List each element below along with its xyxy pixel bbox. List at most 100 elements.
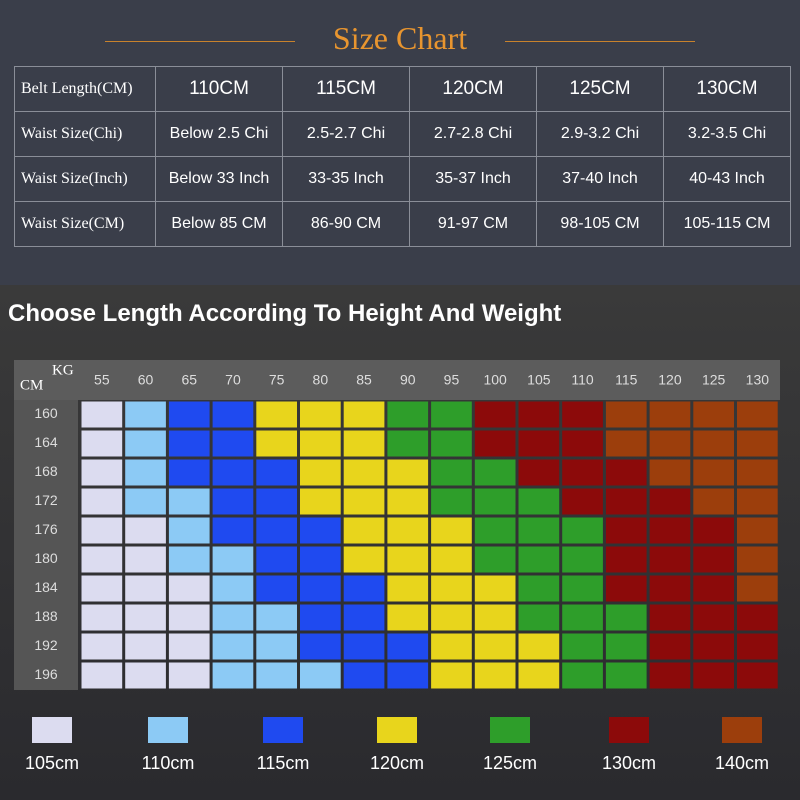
size-cell xyxy=(300,401,341,428)
size-cell xyxy=(343,401,385,428)
weight-label: 65 xyxy=(181,372,197,388)
weight-label: 70 xyxy=(225,372,241,388)
size-cell xyxy=(605,604,647,631)
size-cell xyxy=(431,459,472,486)
height-label: 172 xyxy=(34,492,58,508)
size-cell xyxy=(168,604,210,631)
height-label: 196 xyxy=(34,666,58,682)
size-cell xyxy=(649,488,691,515)
size-cell xyxy=(125,662,166,689)
size-cell xyxy=(168,488,210,515)
table-cell: 91-97 CM xyxy=(409,201,537,247)
table-cell: 33-35 Inch xyxy=(282,156,410,202)
table-cell: 3.2-3.5 Chi xyxy=(663,111,791,157)
table-row: Waist Size(Inch) Below 33 Inch 33-35 Inch 3… xyxy=(14,156,791,202)
weight-label: 60 xyxy=(138,372,154,388)
size-cell xyxy=(256,430,297,457)
size-cell xyxy=(387,546,429,573)
legend-swatch xyxy=(377,717,417,743)
legend-label: 130cm xyxy=(602,753,656,773)
size-cell xyxy=(431,604,472,631)
table-cell: 2.5-2.7 Chi xyxy=(282,111,410,157)
size-cell xyxy=(474,575,516,602)
size-cell xyxy=(649,662,691,689)
size-cell xyxy=(474,546,516,573)
size-cell xyxy=(125,575,166,602)
size-cell xyxy=(343,430,385,457)
size-cell xyxy=(649,633,691,660)
size-cell xyxy=(387,401,429,428)
size-cell xyxy=(387,459,429,486)
size-cell xyxy=(431,488,472,515)
size-cell xyxy=(343,488,385,515)
size-cell xyxy=(693,517,734,544)
size-cell xyxy=(605,662,647,689)
size-cell xyxy=(256,662,297,689)
size-cell xyxy=(474,459,516,486)
weight-label: 80 xyxy=(313,372,329,388)
size-cell xyxy=(212,662,254,689)
title-rule xyxy=(505,41,695,42)
size-cell xyxy=(81,575,123,602)
size-cell xyxy=(693,575,734,602)
legend-label: 115cm xyxy=(257,753,310,773)
size-cell xyxy=(474,662,516,689)
height-label: 188 xyxy=(34,608,58,624)
size-cell xyxy=(562,633,603,660)
height-label: 184 xyxy=(34,579,58,595)
size-cell xyxy=(212,633,254,660)
size-cell xyxy=(387,430,429,457)
size-cell xyxy=(649,459,691,486)
height-label: 176 xyxy=(34,521,58,537)
size-cell xyxy=(300,488,341,515)
size-cell xyxy=(693,662,734,689)
weight-label: 120 xyxy=(658,372,682,388)
size-cell xyxy=(649,430,691,457)
size-cell xyxy=(518,662,560,689)
size-cell xyxy=(431,575,472,602)
legend-label: 105cm xyxy=(25,753,79,773)
size-cell xyxy=(212,430,254,457)
size-cell xyxy=(605,575,647,602)
table-cell: 120CM xyxy=(409,66,537,112)
size-cell xyxy=(605,488,647,515)
size-cell xyxy=(81,662,123,689)
size-cell xyxy=(518,488,560,515)
size-cell xyxy=(168,430,210,457)
size-cell xyxy=(474,488,516,515)
size-cell xyxy=(81,604,123,631)
weight-label: 55 xyxy=(94,372,110,388)
size-cell xyxy=(518,401,560,428)
size-cell xyxy=(562,488,603,515)
size-cell xyxy=(81,546,123,573)
size-cell xyxy=(212,604,254,631)
size-cell xyxy=(256,488,297,515)
size-cell xyxy=(562,430,603,457)
title: Size Chart xyxy=(332,20,468,56)
size-cell xyxy=(474,430,516,457)
size-cell xyxy=(125,604,166,631)
size-cell xyxy=(300,517,341,544)
title-rule xyxy=(105,41,295,42)
legend-label: 110cm xyxy=(142,753,195,773)
size-cell xyxy=(693,546,734,573)
size-cell xyxy=(256,459,297,486)
size-table: Belt Length(CM) 110CM 115CM 120CM 125CM 130CM… xyxy=(14,66,791,247)
weight-label: 125 xyxy=(702,372,726,388)
size-cell xyxy=(212,459,254,486)
weight-label: 105 xyxy=(527,372,551,388)
legend-label: 140cm xyxy=(715,753,769,773)
size-cell xyxy=(562,662,603,689)
chart-heading: Choose Length According To Height And We… xyxy=(8,300,562,327)
table-cell: Below 85 CM xyxy=(155,201,283,247)
size-cell xyxy=(605,459,647,486)
weight-label: 90 xyxy=(400,372,416,388)
size-cell xyxy=(387,575,429,602)
size-cell xyxy=(562,546,603,573)
size-cell xyxy=(81,488,123,515)
size-cell xyxy=(474,517,516,544)
size-cell xyxy=(649,604,691,631)
height-label: 192 xyxy=(34,637,58,653)
size-cell xyxy=(562,604,603,631)
